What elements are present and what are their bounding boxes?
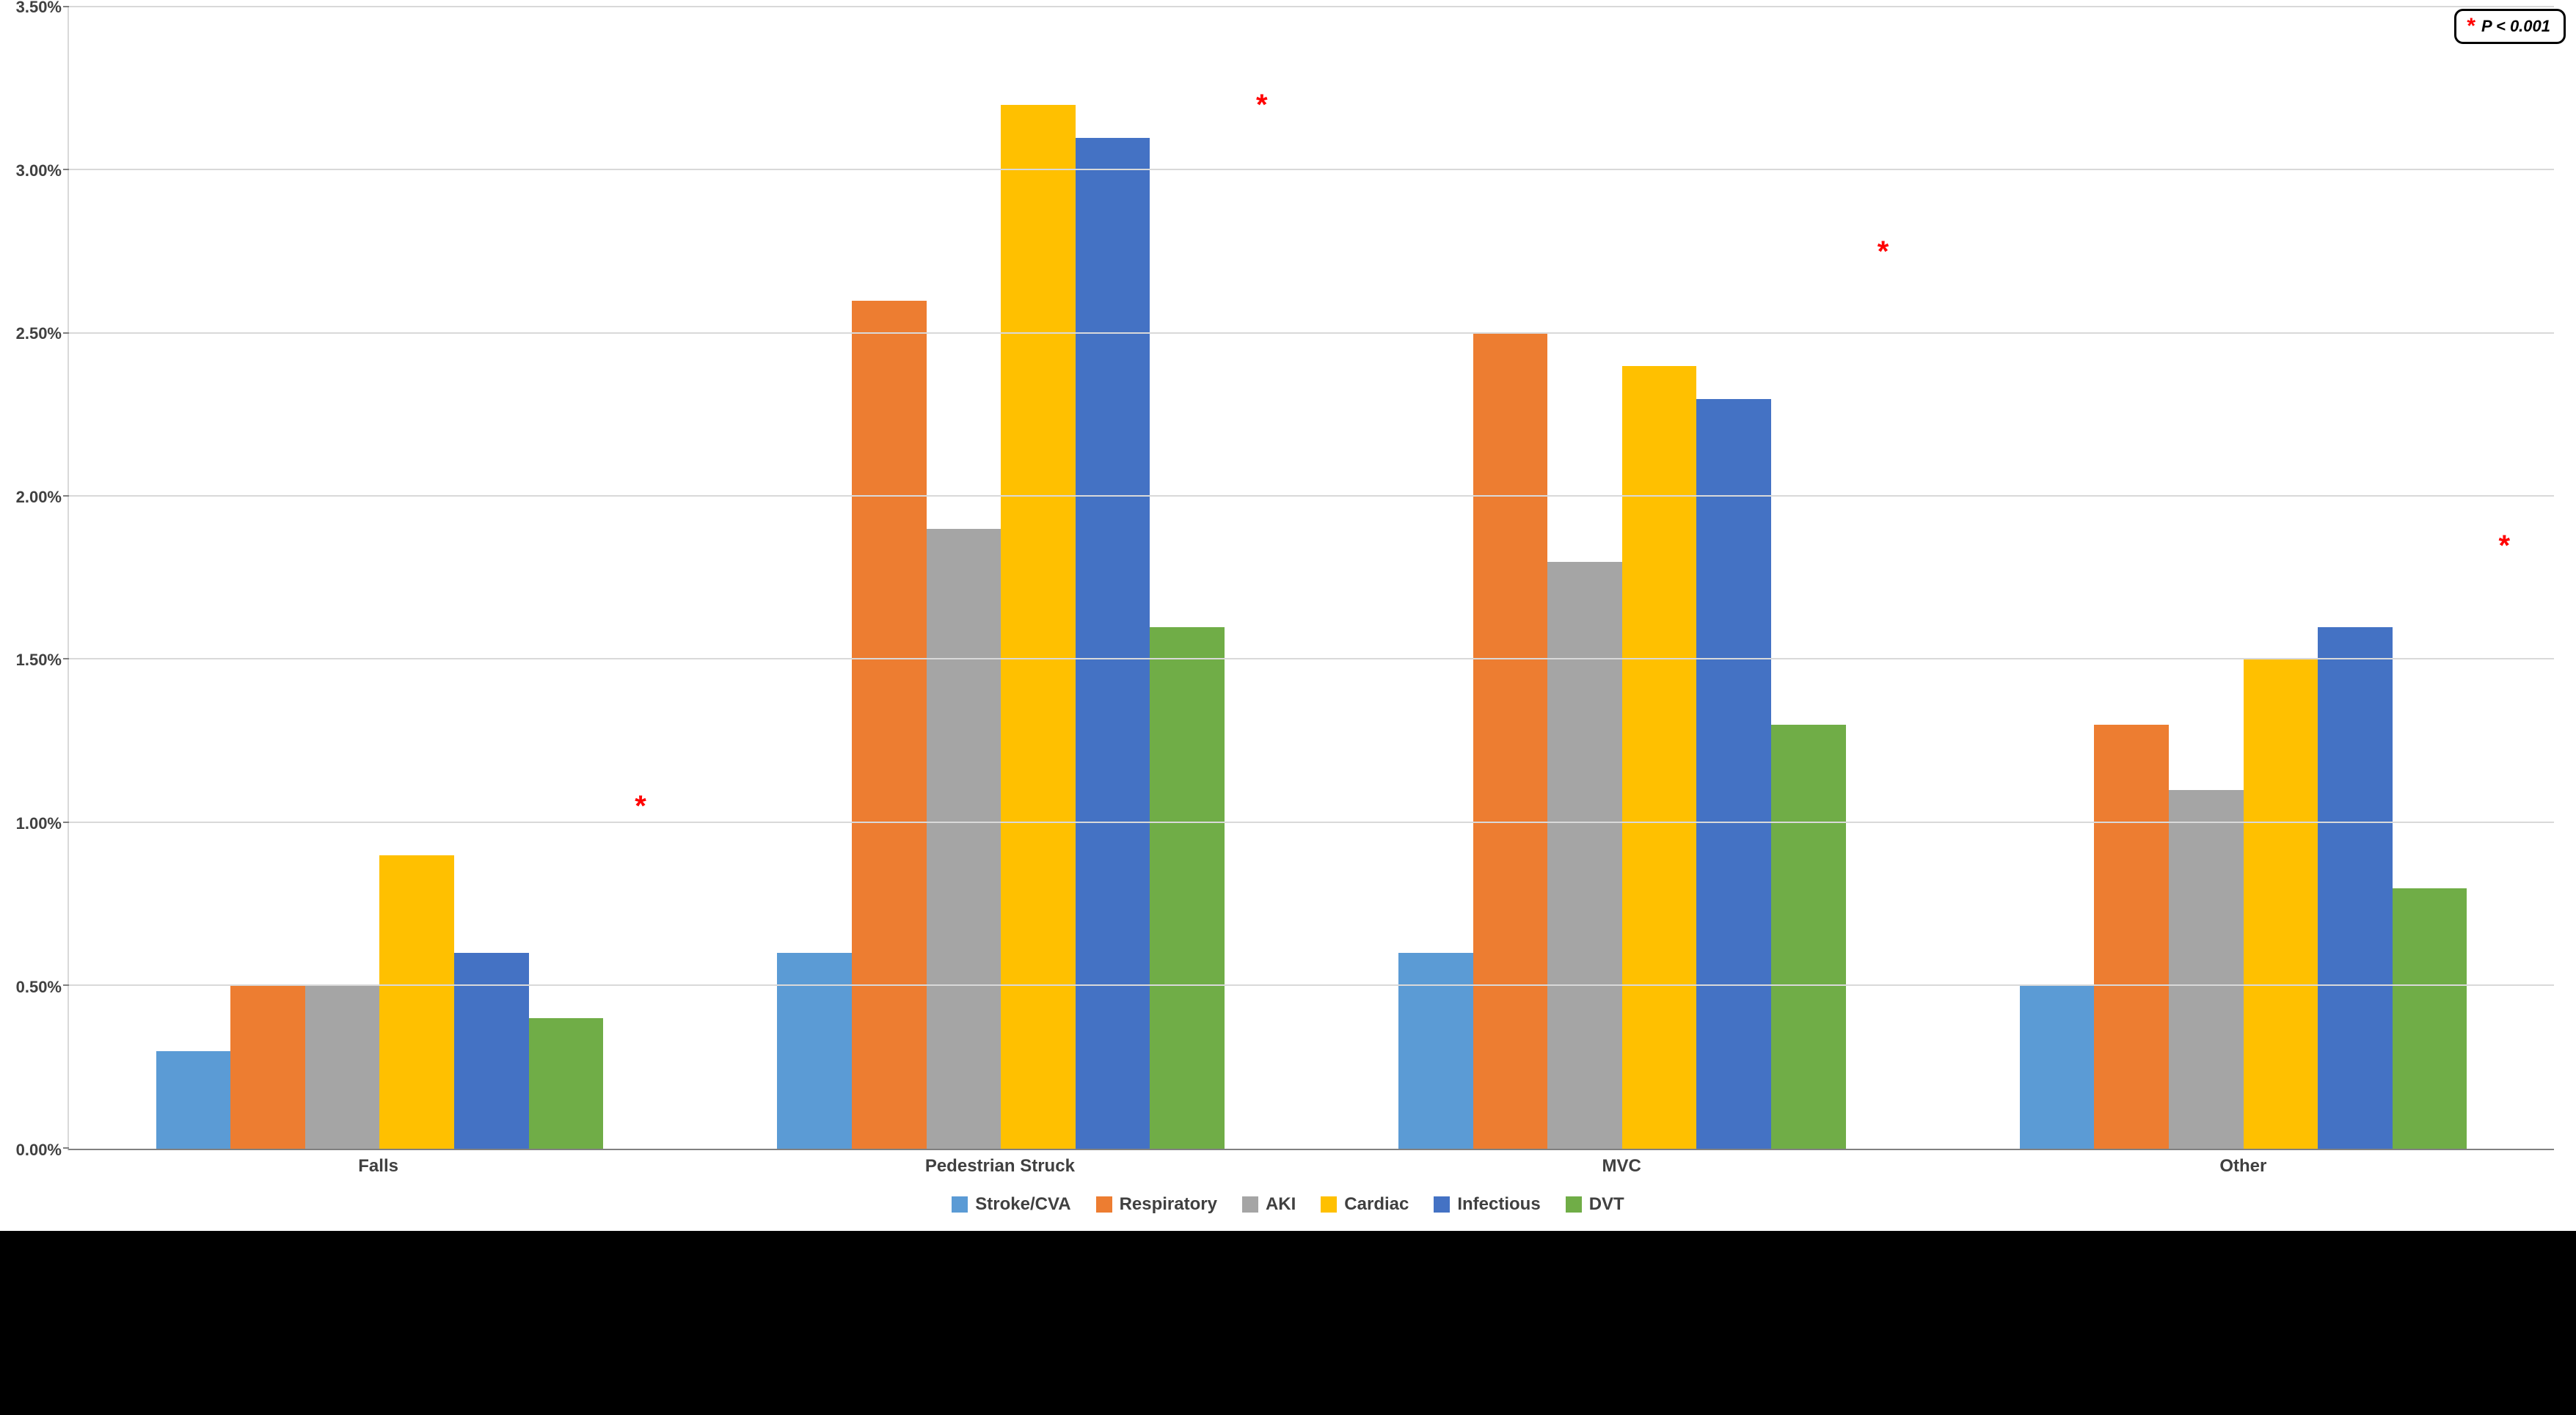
- y-tick-label: 2.50%: [16, 324, 62, 343]
- bar: [230, 986, 305, 1149]
- bar: [2094, 725, 2169, 1149]
- bar: [529, 1018, 604, 1149]
- bar-group: *: [69, 7, 690, 1149]
- y-tick-label: 0.00%: [16, 1141, 62, 1160]
- legend-label: Infectious: [1457, 1194, 1540, 1215]
- legend-item: Stroke/CVA: [952, 1194, 1070, 1215]
- legend-label: AKI: [1266, 1194, 1296, 1215]
- gridline: [69, 984, 2554, 986]
- gridline: [69, 658, 2554, 659]
- legend-swatch: [1321, 1196, 1337, 1213]
- legend-label: Cardiac: [1344, 1194, 1409, 1215]
- legend-label: DVT: [1589, 1194, 1624, 1215]
- significance-note-text: P < 0.001: [2481, 17, 2550, 36]
- gridline: [69, 822, 2554, 823]
- bar-set: [156, 7, 604, 1149]
- gridline: [69, 6, 2554, 7]
- plot-area: * * * *: [67, 7, 2554, 1150]
- bar: [777, 953, 852, 1149]
- y-tick-mark: [63, 6, 69, 7]
- y-axis: 0.00%0.50%1.00%1.50%2.00%2.50%3.00%3.50%: [0, 7, 67, 1150]
- bar: [1076, 138, 1150, 1149]
- legend-label: Respiratory: [1120, 1194, 1217, 1215]
- y-tick-mark: [63, 658, 69, 659]
- legend-item: AKI: [1242, 1194, 1296, 1215]
- gridline: [69, 169, 2554, 170]
- x-category-label: MVC: [1311, 1150, 1933, 1181]
- bar: [305, 986, 380, 1149]
- legend-swatch: [1242, 1196, 1258, 1213]
- bar: [927, 529, 1001, 1149]
- y-tick-mark: [63, 332, 69, 334]
- y-tick-label: 3.50%: [16, 0, 62, 17]
- bar: [379, 855, 454, 1149]
- y-tick-mark: [63, 822, 69, 823]
- bar-group: *: [690, 7, 1312, 1149]
- x-category-label: Falls: [67, 1150, 689, 1181]
- bar-set: [1398, 7, 1846, 1149]
- significance-note-star: *: [2467, 15, 2475, 37]
- y-tick-label: 1.50%: [16, 651, 62, 670]
- bar-group: *: [1933, 7, 2554, 1149]
- bar: [1622, 366, 1697, 1149]
- bar-groups: * * * *: [69, 7, 2554, 1149]
- significance-star: *: [2498, 531, 2510, 560]
- legend-swatch: [1096, 1196, 1112, 1213]
- y-tick-mark: [63, 169, 69, 170]
- y-tick-label: 3.00%: [16, 161, 62, 180]
- legend-swatch: [1434, 1196, 1450, 1213]
- bar: [1547, 562, 1622, 1149]
- gridline: [69, 332, 2554, 334]
- bar: [2318, 627, 2393, 1149]
- y-tick-label: 1.00%: [16, 814, 62, 833]
- bar: [2020, 986, 2095, 1149]
- bar: [156, 1051, 231, 1149]
- significance-star: *: [1256, 90, 1268, 120]
- bar-set: [777, 7, 1225, 1149]
- bar: [454, 953, 529, 1149]
- bar: [1001, 105, 1076, 1149]
- x-category-label: Other: [1933, 1150, 2554, 1181]
- bar: [1696, 399, 1771, 1149]
- legend: Stroke/CVA Respiratory AKI Cardiac Infectiou…: [0, 1181, 2576, 1231]
- y-tick-mark: [63, 1147, 69, 1149]
- bar: [2393, 888, 2467, 1149]
- bar-group: *: [1312, 7, 1933, 1149]
- bar-set: [2020, 7, 2467, 1149]
- legend-item: Respiratory: [1096, 1194, 1217, 1215]
- gridline: [69, 495, 2554, 497]
- bar: [1150, 627, 1225, 1149]
- bar: [1473, 334, 1548, 1149]
- y-tick-label: 0.50%: [16, 978, 62, 997]
- significance-note-box: * P < 0.001: [2454, 9, 2566, 44]
- legend-item: Cardiac: [1321, 1194, 1409, 1215]
- x-category-label: Pedestrian Struck: [689, 1150, 1310, 1181]
- y-tick-mark: [63, 984, 69, 986]
- legend-swatch: [952, 1196, 968, 1213]
- legend-swatch: [1566, 1196, 1582, 1213]
- bar: [2169, 790, 2244, 1149]
- plot-row: 0.00%0.50%1.00%1.50%2.00%2.50%3.00%3.50%…: [0, 0, 2576, 1150]
- legend-item: DVT: [1566, 1194, 1624, 1215]
- y-tick-label: 2.00%: [16, 488, 62, 507]
- chart-container: * P < 0.001 0.00% 0.50% 1.00% 1.50% 2.00% 2.5…: [0, 0, 2576, 1231]
- legend-label: Stroke/CVA: [975, 1194, 1070, 1215]
- x-axis-labels: FallsPedestrian StruckMVCOther: [67, 1150, 2554, 1181]
- bar: [852, 301, 927, 1149]
- significance-star: *: [1878, 237, 1889, 266]
- legend-item: Infectious: [1434, 1194, 1540, 1215]
- bar: [1771, 725, 1846, 1149]
- bar: [1398, 953, 1473, 1149]
- bar: [2244, 659, 2318, 1149]
- significance-star: *: [635, 791, 646, 821]
- y-tick-mark: [63, 495, 69, 497]
